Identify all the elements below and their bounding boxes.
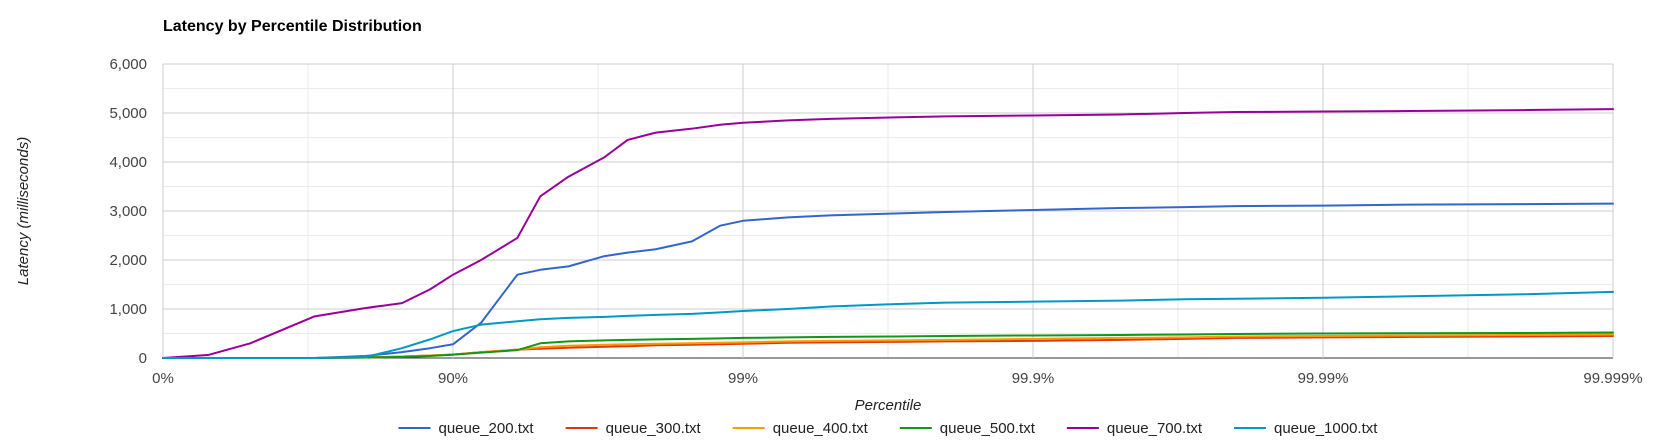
y-tick-label: 5,000 xyxy=(109,105,147,122)
legend-item[interactable]: queue_400.txt xyxy=(732,420,869,437)
x-tick-label: 0% xyxy=(152,370,174,387)
x-tick-label: 90% xyxy=(438,370,468,387)
series-line-queue-200-txt xyxy=(162,202,1614,359)
y-tick-label: 2,000 xyxy=(109,252,147,269)
x-tick-label: 99.99% xyxy=(1298,370,1349,387)
legend-label: queue_400.txt xyxy=(773,420,869,437)
y-tick-label: 3,000 xyxy=(109,203,147,220)
series-lines xyxy=(162,108,1614,359)
y-tick-label: 6,000 xyxy=(109,56,147,73)
x-tick-label: 99% xyxy=(728,370,758,387)
x-tick-label: 99.999% xyxy=(1583,370,1642,387)
legend-label: queue_700.txt xyxy=(1107,420,1203,437)
y-tick-label: 4,000 xyxy=(109,154,147,171)
legend-label: queue_1000.txt xyxy=(1274,420,1378,437)
chart-title: Latency by Percentile Distribution xyxy=(163,18,422,35)
series-line-queue-700-txt xyxy=(162,108,1614,359)
legend-label: queue_300.txt xyxy=(606,420,702,437)
grid xyxy=(162,63,1614,359)
x-axis-label: Percentile xyxy=(855,397,922,414)
x-tick-label: 99.9% xyxy=(1012,370,1055,387)
y-axis-label: Latency (milliseconds) xyxy=(15,137,32,285)
y-axis-ticks: 0 1,000 2,000 3,000 4,000 5,000 6,000 xyxy=(109,56,147,367)
legend: queue_200.txt queue_300.txt queue_400.txt q… xyxy=(398,420,1378,437)
legend-item[interactable]: queue_700.txt xyxy=(1066,420,1203,437)
legend-item[interactable]: queue_200.txt xyxy=(398,420,535,437)
y-tick-label: 1,000 xyxy=(109,301,147,318)
legend-label: queue_200.txt xyxy=(439,420,535,437)
series-line-queue-1000-txt xyxy=(162,290,1614,359)
legend-label: queue_500.txt xyxy=(940,420,1036,437)
legend-item[interactable]: queue_1000.txt xyxy=(1234,420,1378,437)
legend-item[interactable]: queue_500.txt xyxy=(899,420,1036,437)
y-tick-label: 0 xyxy=(139,350,147,367)
series-line-queue-500-txt xyxy=(162,331,1614,359)
legend-item[interactable]: queue_300.txt xyxy=(565,420,702,437)
x-axis-ticks: 0% 90% 99% 99.9% 99.99% 99.999% xyxy=(152,370,1642,387)
